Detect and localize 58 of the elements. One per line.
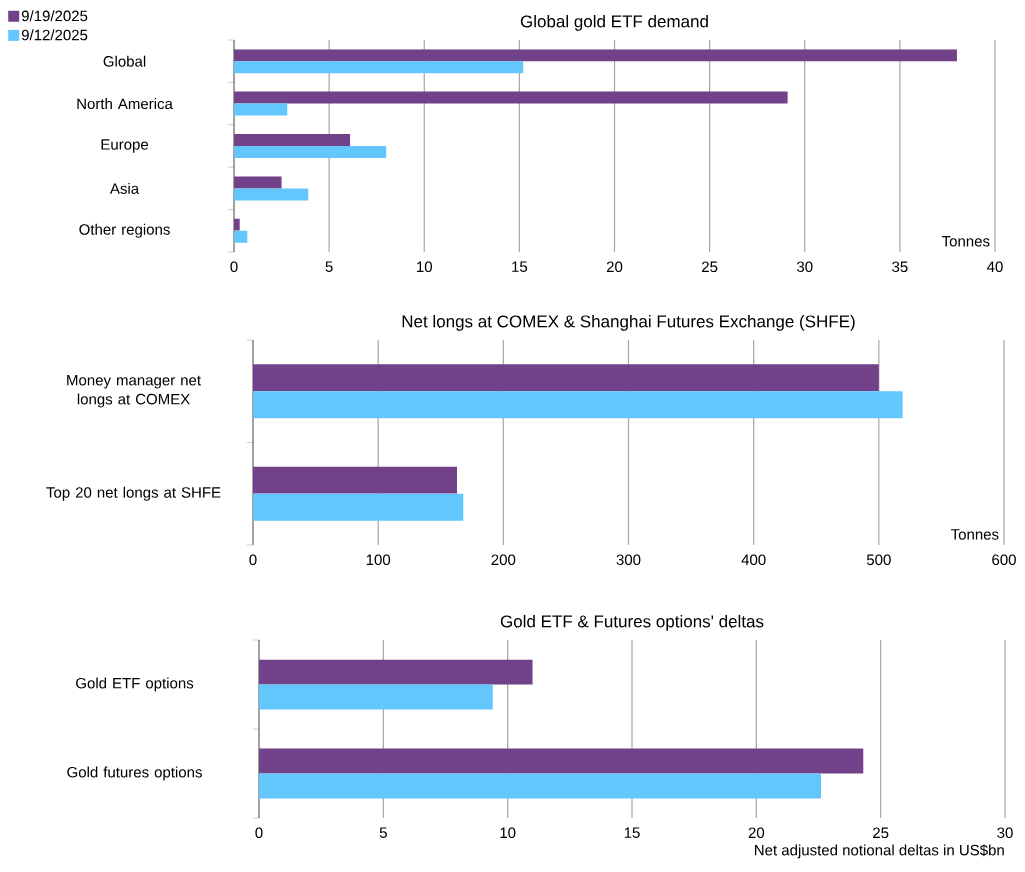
x-tick-label: 30 bbox=[997, 827, 1013, 839]
x-tick-label: 25 bbox=[873, 827, 889, 839]
y-tick-label: Global bbox=[103, 55, 146, 67]
x-tick-label: 25 bbox=[702, 261, 718, 273]
bar bbox=[234, 91, 788, 104]
legend-label: 9/12/2025 bbox=[21, 29, 88, 41]
x-tick-label: 10 bbox=[500, 827, 516, 839]
x-tick-label: 5 bbox=[325, 261, 333, 272]
x-tick-label: 300 bbox=[616, 554, 641, 566]
bar bbox=[253, 466, 458, 494]
x-tick-label: 400 bbox=[741, 554, 766, 566]
bar bbox=[259, 773, 821, 799]
x-tick-label: 0 bbox=[230, 261, 238, 273]
bar bbox=[234, 145, 387, 158]
y-tick-label: Europe bbox=[101, 139, 149, 153]
bar bbox=[259, 684, 493, 710]
chart-title: Net longs at COMEX & Shanghai Futures Exchange (SHFE) bbox=[402, 314, 855, 331]
bar bbox=[253, 364, 879, 392]
x-tick-label: 0 bbox=[249, 554, 257, 566]
x-axis-title: Tonnes bbox=[951, 529, 999, 540]
x-tick-label: 40 bbox=[987, 261, 1003, 273]
bar bbox=[234, 188, 309, 201]
legend-label: 9/19/2025 bbox=[21, 10, 88, 22]
bar bbox=[234, 133, 351, 146]
bar bbox=[259, 659, 533, 685]
x-tick-label: 0 bbox=[255, 827, 263, 839]
y-tick-label: Asia bbox=[109, 182, 140, 194]
bar bbox=[234, 61, 524, 74]
x-tick-label: 500 bbox=[866, 554, 891, 566]
x-tick-label: 15 bbox=[624, 827, 640, 838]
x-tick-label: 100 bbox=[366, 554, 391, 566]
bar bbox=[253, 493, 464, 521]
y-tick-label: Gold ETF options bbox=[76, 677, 194, 692]
bar bbox=[234, 230, 248, 243]
bar bbox=[234, 176, 282, 189]
bar bbox=[234, 218, 240, 231]
x-tick-label: 35 bbox=[892, 261, 908, 273]
y-tick-label: Top 20 net longs at SHFE bbox=[46, 486, 221, 501]
x-tick-label: 10 bbox=[417, 261, 432, 273]
y-tick-label: Gold futures options bbox=[67, 766, 202, 781]
x-tick-label: 200 bbox=[491, 554, 516, 566]
bar bbox=[234, 103, 288, 116]
y-tick-label: Other regions bbox=[79, 223, 170, 238]
x-tick-label: 20 bbox=[748, 827, 765, 839]
x-axis-title: Tonnes bbox=[941, 236, 990, 247]
chart-title: Gold ETF & Futures options' deltas bbox=[500, 614, 764, 631]
chart-title: Global gold ETF demand bbox=[520, 14, 708, 31]
x-axis-title: Net adjusted notional deltas in US$bn bbox=[755, 844, 1004, 859]
x-tick-label: 5 bbox=[379, 827, 387, 838]
bar bbox=[253, 391, 903, 419]
bar bbox=[259, 748, 864, 774]
x-tick-label: 600 bbox=[992, 554, 1016, 566]
y-tick-label: North America bbox=[77, 98, 173, 110]
x-tick-label: 30 bbox=[796, 261, 813, 273]
x-tick-label: 20 bbox=[606, 261, 623, 273]
bar bbox=[234, 49, 957, 62]
y-tick-label: Money manager net longs at COMEX bbox=[67, 375, 201, 408]
x-tick-label: 15 bbox=[512, 261, 528, 272]
